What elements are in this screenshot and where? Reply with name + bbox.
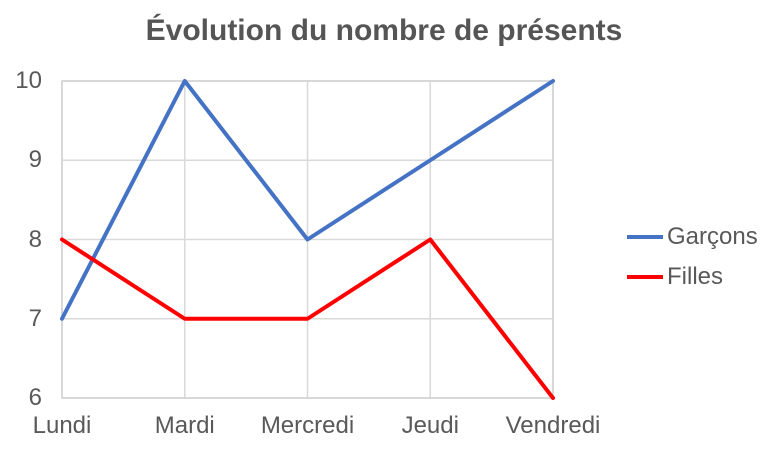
- y-tick-label: 9: [28, 146, 42, 174]
- x-category-label: Lundi: [32, 412, 92, 439]
- y-tick-label: 10: [15, 67, 42, 94]
- legend-label: Filles: [667, 263, 724, 290]
- chart-title: Évolution du nombre de présents: [145, 14, 623, 47]
- x-category-label: Mardi: [154, 412, 215, 439]
- series-line-garçons: [60, 79, 555, 321]
- legend-line-swatch: [627, 235, 663, 239]
- y-tick-label: 7: [28, 304, 42, 332]
- legend: Garçons Filles: [627, 223, 758, 303]
- x-category-label: Jeudi: [401, 412, 459, 439]
- series-line-filles: [60, 237, 555, 400]
- series-lines: [60, 79, 555, 400]
- x-category-label: Vendredi: [505, 412, 601, 439]
- legend-item-garçons: Garçons: [627, 223, 758, 251]
- y-tick-label: 6: [28, 384, 42, 411]
- legend-line-swatch: [627, 275, 663, 279]
- legend-label: Garçons: [667, 223, 758, 250]
- legend-item-filles: Filles: [627, 263, 758, 291]
- y-tick-label: 8: [28, 225, 42, 253]
- x-category-label: Mercredi: [260, 412, 355, 439]
